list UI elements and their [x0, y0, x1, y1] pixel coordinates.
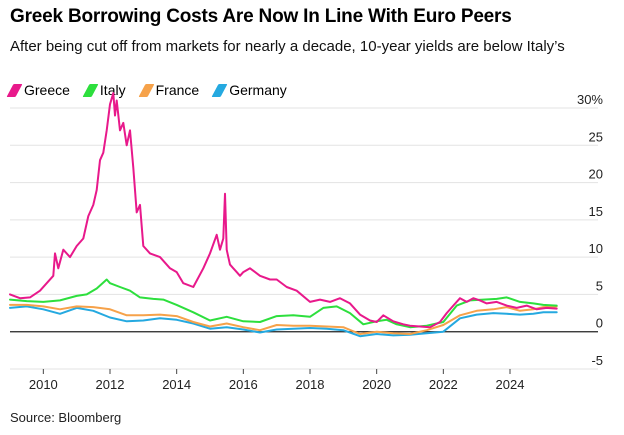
legend-item-germany: Germany: [211, 82, 287, 98]
y-tick-label: -5: [591, 353, 603, 368]
chart-title: Greek Borrowing Costs Are Now In Line Wi…: [10, 6, 512, 27]
y-tick-label: 20: [589, 167, 603, 182]
y-tick-label: 5: [596, 278, 603, 293]
y-tick-label: 10: [589, 241, 603, 256]
legend-item-greece: Greece: [6, 82, 70, 98]
legend-label-france: France: [155, 82, 200, 98]
x-tick-label: 2012: [96, 377, 125, 392]
legend-label-greece: Greece: [24, 82, 70, 98]
series-line-greece: [9, 92, 558, 329]
source-note: Source: Bloomberg: [10, 410, 122, 425]
legend-item-italy: Italy: [82, 82, 126, 98]
y-tick-label: 30%: [577, 92, 603, 107]
legend-item-france: France: [138, 82, 200, 98]
series-line-italy: [9, 278, 558, 329]
legend-label-germany: Germany: [229, 82, 287, 98]
x-tick-label: 2014: [162, 377, 191, 392]
chart-subtitle: After being cut off from markets for nea…: [10, 38, 565, 55]
series-line-france: [9, 303, 558, 335]
y-tick-label: 0: [596, 316, 603, 331]
x-tick-label: 2020: [362, 377, 391, 392]
series-line-germany: [9, 305, 558, 338]
x-tick-label: 2016: [229, 377, 258, 392]
x-tick-label: 2010: [29, 377, 58, 392]
legend: Greece Italy France Germany: [6, 82, 287, 98]
x-tick-label: 2022: [429, 377, 458, 392]
legend-label-italy: Italy: [99, 82, 126, 98]
y-tick-label: 25: [589, 129, 603, 144]
x-tick-label: 2018: [296, 377, 325, 392]
x-tick-label: 2024: [496, 377, 525, 392]
y-tick-label: 15: [589, 204, 603, 219]
